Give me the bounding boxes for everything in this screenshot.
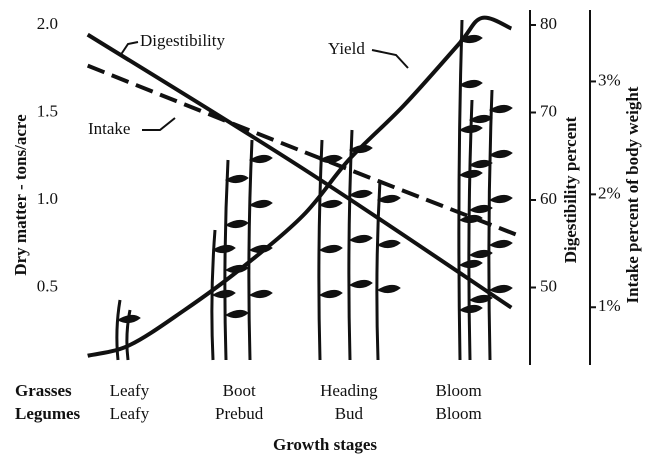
- x-row-name: Grasses: [15, 381, 72, 400]
- y2-tick-label: 60: [540, 189, 557, 208]
- plant-leaf: [468, 204, 493, 214]
- plant-leaf: [318, 289, 343, 299]
- plant-leaf: [488, 104, 513, 114]
- plant-stem: [347, 129, 354, 361]
- plant-leaf: [224, 309, 249, 319]
- series-annotation: Digestibility: [140, 31, 226, 50]
- plant-illustrations: [115, 19, 513, 361]
- plant-leaf: [488, 239, 513, 249]
- y2-tick-label: 80: [540, 14, 557, 33]
- plant-leaf: [468, 294, 493, 304]
- annotation-leader: [119, 41, 139, 57]
- plant-stem: [457, 19, 464, 361]
- x-tick-label: Prebud: [215, 404, 264, 423]
- plant-stem: [375, 179, 382, 361]
- x-row-name: Legumes: [15, 404, 81, 423]
- plant-stem: [223, 159, 230, 361]
- y-axis-title: Dry matter - tons/acre: [11, 114, 30, 276]
- x-tick-label: Bloom: [436, 381, 482, 400]
- y-tick-label: 2.0: [37, 14, 58, 33]
- x-tick-label: Bloom: [436, 404, 482, 423]
- plant-leaf: [318, 244, 343, 254]
- plant-stem: [467, 99, 474, 361]
- plant-leaf: [376, 239, 401, 249]
- plant-leaf: [348, 189, 373, 199]
- plant-leaf: [224, 219, 249, 229]
- plant-leaf: [248, 154, 273, 164]
- plant-leaf: [458, 34, 483, 44]
- plant-leaf: [458, 304, 483, 314]
- plant-leaf: [318, 199, 343, 209]
- plant-leaf: [468, 159, 493, 169]
- plant-stem: [115, 299, 122, 361]
- y-tick-label: 1.0: [37, 189, 58, 208]
- y2-tick-label: 50: [540, 276, 557, 295]
- y-tick-label: 0.5: [37, 276, 58, 295]
- annotation-leader: [371, 49, 409, 69]
- plant-leaf: [376, 284, 401, 294]
- plant-stem: [125, 309, 132, 361]
- y2-axis-title: Digestibility percent: [561, 116, 580, 263]
- plant-leaf: [224, 174, 249, 184]
- x-tick-label: Heading: [320, 381, 378, 400]
- plant-leaf: [318, 154, 343, 164]
- y3-tick-label: 1%: [598, 296, 621, 315]
- plant-leaf: [248, 289, 273, 299]
- x-tick-label: Leafy: [110, 381, 150, 400]
- plant-leaf: [376, 194, 401, 204]
- plant-leaf: [348, 279, 373, 289]
- x-tick-label: Boot: [223, 381, 256, 400]
- y3-axis-title: Intake percent of body weight: [623, 86, 642, 303]
- annotation-leader: [142, 117, 176, 131]
- y-tick-label: 1.5: [37, 101, 58, 120]
- y2-tick-label: 70: [540, 101, 557, 120]
- plant-leaf: [468, 249, 493, 259]
- y3-tick-label: 2%: [598, 183, 621, 202]
- x-tick-label: Bud: [335, 404, 364, 423]
- x-tick-label: Leafy: [110, 404, 150, 423]
- plant-leaf: [488, 194, 513, 204]
- plant-leaf: [248, 199, 273, 209]
- plant-leaf: [348, 234, 373, 244]
- plant-leaf: [488, 149, 513, 159]
- plant-leaf: [458, 259, 483, 269]
- series-annotation: Yield: [328, 39, 365, 58]
- series-annotation: Intake: [88, 119, 130, 138]
- series-line: [87, 15, 513, 358]
- y3-tick-label: 3%: [598, 70, 621, 89]
- plant-leaf: [468, 114, 493, 124]
- series-line: [86, 63, 521, 238]
- x-axis-title: Growth stages: [273, 435, 377, 454]
- series-line: [86, 32, 513, 310]
- plant-leaf: [488, 284, 513, 294]
- plant-leaf: [458, 79, 483, 89]
